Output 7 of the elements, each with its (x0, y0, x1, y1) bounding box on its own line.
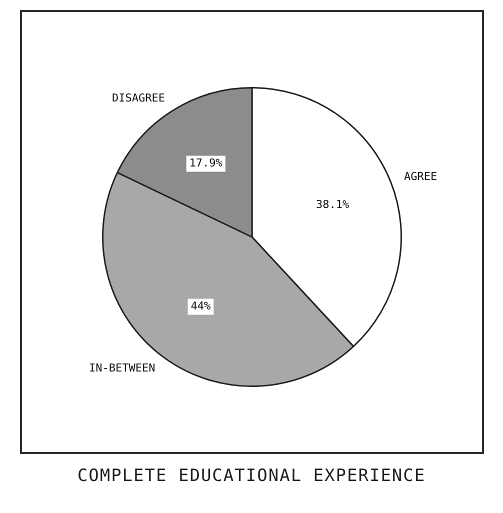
text: COMPLETE EDUCATIONAL EXPERIENCE (76, 466, 427, 486)
data-label: 17.9% (189, 156, 223, 170)
slice-label: AGREE (404, 170, 438, 184)
slice-label: IN-BETWEEN (88, 361, 156, 374)
data-label: 38.1% (316, 198, 350, 212)
data-label: 44% (190, 300, 211, 313)
slice-label: DISAGREE (112, 92, 165, 105)
